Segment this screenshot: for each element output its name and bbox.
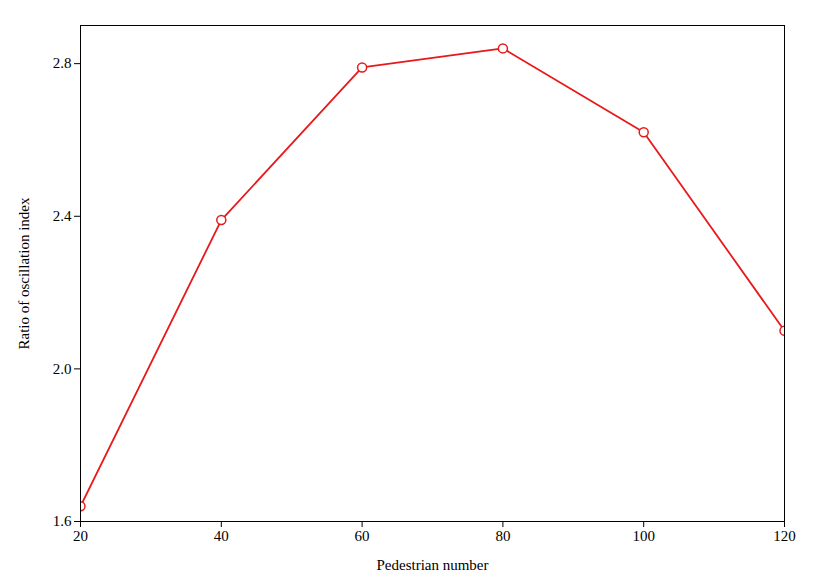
svg-text:40: 40 (214, 528, 229, 544)
svg-text:20: 20 (73, 528, 88, 544)
svg-text:80: 80 (495, 528, 510, 544)
svg-text:120: 120 (773, 528, 796, 544)
svg-text:2.0: 2.0 (53, 361, 72, 377)
svg-text:60: 60 (355, 528, 370, 544)
svg-text:Ratio of oscillation index: Ratio of oscillation index (16, 197, 32, 350)
svg-text:100: 100 (632, 528, 655, 544)
svg-text:Pedestrian number: Pedestrian number (376, 557, 488, 573)
svg-text:1.6: 1.6 (53, 513, 72, 529)
svg-text:2.4: 2.4 (53, 208, 72, 224)
svg-text:2.8: 2.8 (53, 55, 72, 71)
